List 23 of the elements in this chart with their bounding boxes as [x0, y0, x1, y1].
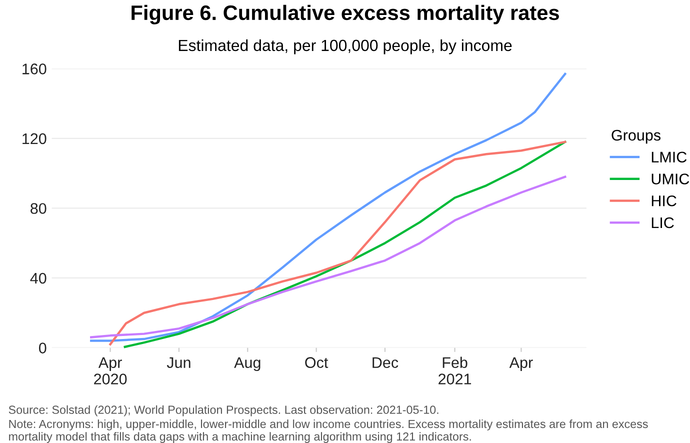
legend-label: LMIC — [652, 152, 687, 163]
legend-label: HIC — [652, 195, 676, 206]
x-tick-label: Dec — [372, 357, 398, 368]
legend-label: LIC — [652, 217, 674, 228]
x-tick-label: Aug — [234, 357, 260, 372]
y-tick-label: 80 — [30, 203, 46, 214]
x-tick-label: Apr 2020 — [94, 357, 127, 384]
y-tick-label: 0 — [38, 342, 46, 354]
x-tick-label: Apr — [509, 357, 533, 372]
x-tick-label: Feb 2021 — [438, 356, 472, 384]
text: Note: Acronyms: high, upper-middle, lower-middle and low income countries. Excess mortality estimates are from an excess mortality model that fills data gaps with a machine learning algorithm using 121 indicators. — [9, 420, 648, 443]
legend-title: Groups — [612, 130, 660, 144]
y-tick-label: 120 — [22, 133, 46, 144]
line-series — [90, 176, 566, 338]
chart-subtitle: Estimated data, per 100,000 people, by income — [178, 39, 512, 54]
legend-label: UMIC — [652, 174, 690, 184]
chart-title: Figure 6. Cumulative excess mortality rates — [132, 4, 559, 24]
line-series — [90, 72, 566, 342]
x-tick-label: Oct — [305, 357, 328, 368]
y-tick-label: 40 — [30, 272, 46, 284]
x-tick-label: Jun — [166, 357, 190, 368]
source-note: Source: Solstad (2021); World Population Prospects. Last observation: 2021-05-10. — [8, 405, 438, 416]
y-tick-label: 160 — [22, 64, 46, 74]
